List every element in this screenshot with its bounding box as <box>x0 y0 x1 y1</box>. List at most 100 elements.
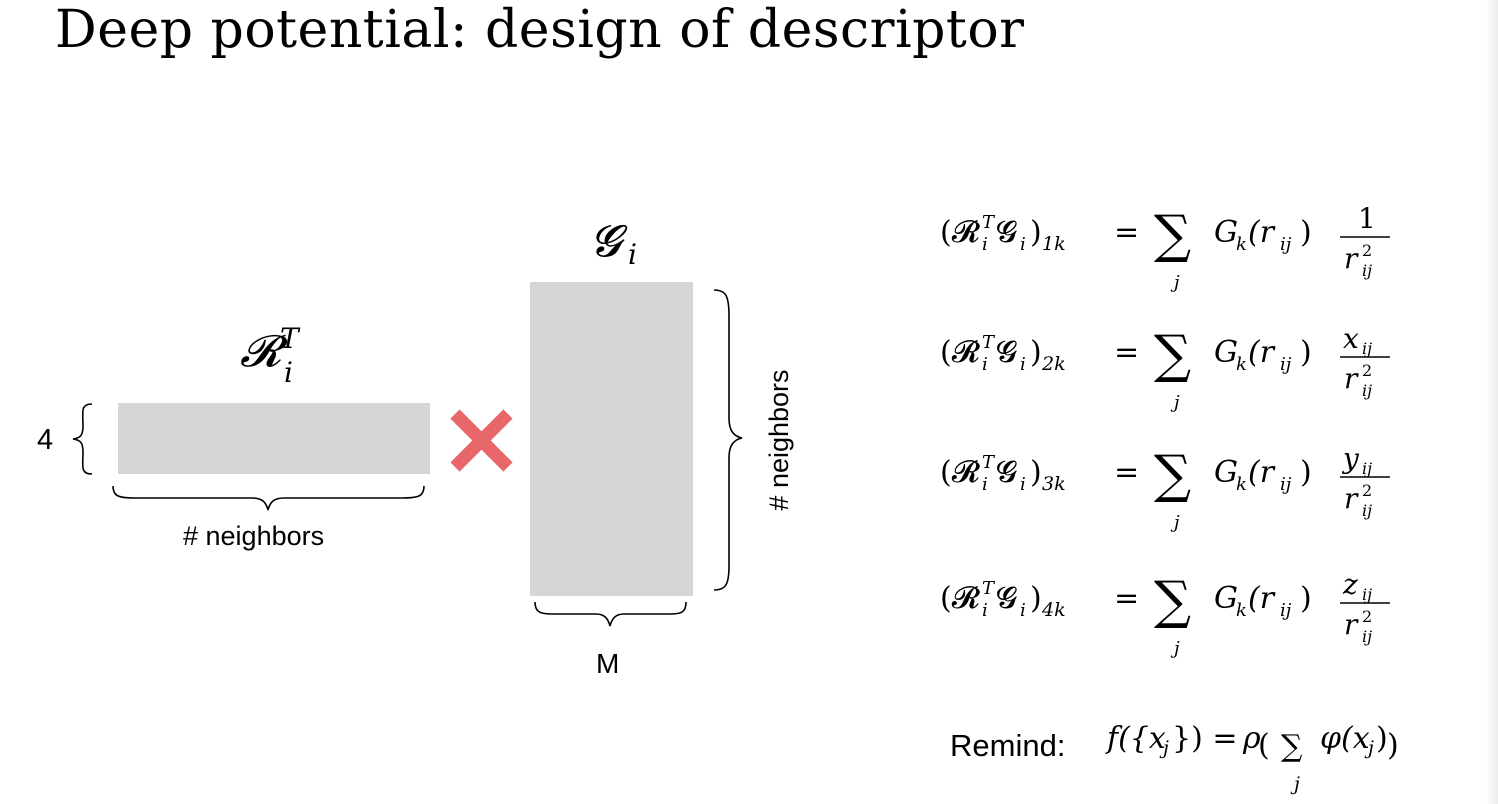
matrix-g-letter: 𝓖 <box>590 216 621 267</box>
matrix-r-symbol: 𝓡 T i <box>240 322 299 389</box>
eq-term: (r <box>1248 455 1276 490</box>
eq-term: j <box>1170 272 1180 293</box>
eq-numerator: y <box>1341 442 1360 475</box>
eq-term: i <box>982 600 988 621</box>
matrix-g-cols-label: M <box>596 648 620 679</box>
eq-term: i <box>1020 474 1026 495</box>
eq-term: T <box>982 332 996 353</box>
svg-text:∑: ∑ <box>1281 729 1303 764</box>
eq-term: T <box>982 578 996 599</box>
eq-term: 𝓖 <box>996 335 1017 370</box>
eq-term: G <box>1214 215 1238 250</box>
svg-text:j: j <box>1364 737 1374 759</box>
eq-numerator: z <box>1342 568 1358 601</box>
eq-term: 𝓖 <box>996 455 1017 490</box>
matrix-r-block <box>118 403 430 474</box>
eq-term: j <box>1170 392 1180 413</box>
eq-numerator: 1 <box>1358 202 1376 235</box>
eq-term: (𝓡 <box>940 215 981 250</box>
eq-term: k <box>1236 600 1247 621</box>
eq-term: ij <box>1362 261 1372 280</box>
eq-term: ) <box>1300 581 1312 616</box>
eq-term: 2 <box>1362 607 1372 626</box>
matrix-r-letter: 𝓡 <box>240 326 282 377</box>
svg-text:ρ: ρ <box>1242 721 1261 756</box>
eq-term: ij <box>1280 234 1292 255</box>
eq-term: ij <box>1362 501 1372 520</box>
eq-term: k <box>1236 234 1247 255</box>
svg-text:j: j <box>1290 773 1300 795</box>
remind-label: Remind: <box>950 728 1066 763</box>
eq-term: ij <box>1362 339 1372 358</box>
eq-term: 𝓖 <box>996 215 1017 250</box>
eq-term: T <box>982 212 996 233</box>
eq-denominator: r <box>1344 608 1359 641</box>
eq-term: j <box>1170 638 1180 659</box>
bottom-brace-r <box>112 485 425 511</box>
eq-term: i <box>1020 354 1026 375</box>
matrix-g-block <box>530 282 693 596</box>
matrix-r-cols-label: # neighbors <box>183 521 325 551</box>
eq-term: ij <box>1280 354 1292 375</box>
matrix-r-subscript: i <box>284 356 293 389</box>
eq-term: ij <box>1362 459 1372 478</box>
eq-term: (𝓡 <box>940 455 981 490</box>
eq-sum-symbol: ∑ <box>1154 445 1191 505</box>
eq-sum-symbol: ∑ <box>1154 205 1191 265</box>
eq-term: = <box>1114 455 1139 490</box>
bottom-brace-g <box>534 601 687 627</box>
eq-index: 3k <box>1042 473 1066 495</box>
matrix-g-symbol: 𝓖 i <box>590 216 637 271</box>
eq-term: 𝓖 <box>996 581 1017 616</box>
svg-text:}) =: }) = <box>1172 721 1237 756</box>
eq-term: ) <box>1030 335 1042 370</box>
svg-text:): ) <box>1376 721 1388 756</box>
eq-term: = <box>1114 335 1139 370</box>
eq-denominator: r <box>1344 242 1359 275</box>
eq-term: ij <box>1362 627 1372 646</box>
eq-term: ij <box>1280 474 1292 495</box>
eq-term: G <box>1214 455 1238 490</box>
eq-term: ) <box>1030 455 1042 490</box>
eq-denominator: r <box>1344 362 1359 395</box>
eq-term: 2 <box>1362 241 1372 260</box>
eq-denominator: r <box>1344 482 1359 515</box>
svg-text:): ) <box>1387 728 1399 763</box>
right-brace-g <box>713 289 743 591</box>
eq-term: = <box>1114 581 1139 616</box>
eq-numerator: x <box>1343 322 1359 355</box>
eq-term: (r <box>1248 335 1276 370</box>
eq-index: 1k <box>1042 233 1066 255</box>
eq-term: ) <box>1030 581 1042 616</box>
eq-term: i <box>1020 234 1026 255</box>
matrix-r-superscript: T <box>280 322 299 355</box>
eq-sum-symbol: ∑ <box>1154 325 1191 385</box>
eq-term: = <box>1114 215 1139 250</box>
eq-term: 2 <box>1362 481 1372 500</box>
eq-sum-symbol: ∑ <box>1154 571 1191 631</box>
eq-term: 2 <box>1362 361 1372 380</box>
svg-text:f({x: f({x <box>1105 721 1166 756</box>
eq-term: i <box>982 354 988 375</box>
eq-term: ij <box>1280 600 1292 621</box>
eq-term: ) <box>1300 215 1312 250</box>
svg-text:j: j <box>1159 737 1169 759</box>
eq-term: (𝓡 <box>940 581 981 616</box>
eq-term: ) <box>1030 215 1042 250</box>
eq-term: i <box>982 474 988 495</box>
eq-term: G <box>1214 581 1238 616</box>
svg-text:(: ( <box>1258 728 1270 763</box>
eq-term: j <box>1170 512 1180 533</box>
eq-term: ) <box>1300 455 1312 490</box>
